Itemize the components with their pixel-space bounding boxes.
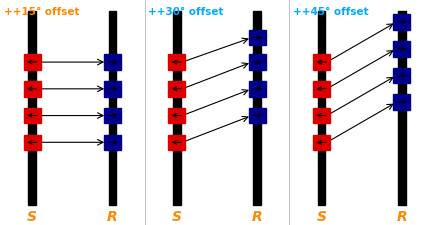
Bar <box>393 15 411 31</box>
Bar <box>108 12 116 205</box>
Bar <box>313 55 330 71</box>
Bar <box>23 108 41 124</box>
Text: S: S <box>316 209 326 223</box>
Bar <box>249 55 266 71</box>
Text: ++45° offset: ++45° offset <box>293 7 368 17</box>
Bar <box>318 12 326 205</box>
Bar <box>393 42 411 57</box>
Bar <box>249 108 266 124</box>
Bar <box>393 68 411 84</box>
Text: R: R <box>252 209 263 223</box>
Bar <box>23 82 41 97</box>
Bar <box>168 135 185 151</box>
Bar <box>393 95 411 110</box>
Bar <box>313 135 330 151</box>
Text: ++30° offset: ++30° offset <box>148 7 224 17</box>
Bar <box>168 55 185 71</box>
Bar <box>104 82 121 97</box>
Bar <box>313 82 330 97</box>
Text: R: R <box>107 209 118 223</box>
Bar <box>249 31 266 46</box>
Bar <box>253 12 261 205</box>
Bar <box>104 108 121 124</box>
Bar <box>173 12 181 205</box>
Text: ++15° offset: ++15° offset <box>3 7 79 17</box>
Bar <box>23 135 41 151</box>
Text: S: S <box>172 209 182 223</box>
Bar <box>168 108 185 124</box>
Text: S: S <box>27 209 37 223</box>
Bar <box>398 12 406 205</box>
Bar <box>104 55 121 71</box>
Bar <box>168 82 185 97</box>
Bar <box>23 55 41 71</box>
Bar <box>28 12 36 205</box>
Bar <box>313 108 330 124</box>
Bar <box>104 135 121 151</box>
Bar <box>249 82 266 97</box>
Text: R: R <box>397 209 407 223</box>
